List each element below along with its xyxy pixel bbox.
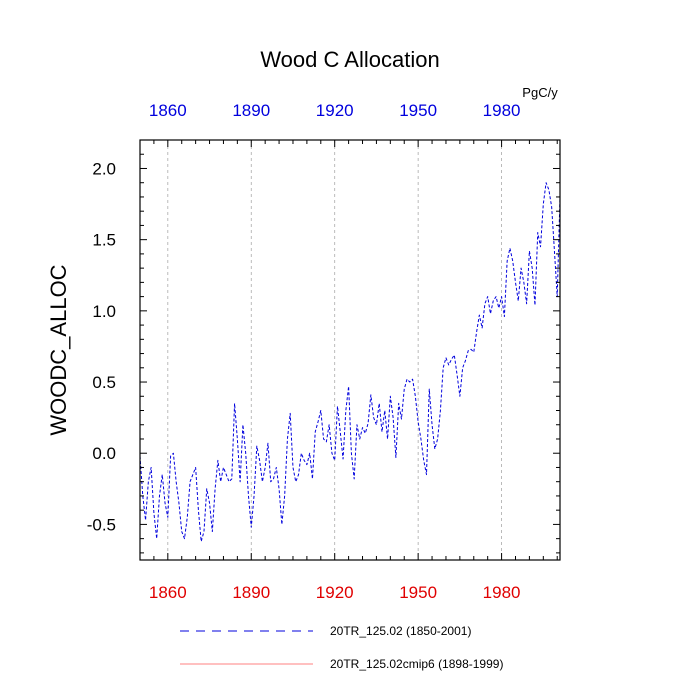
- series-line-1: [139, 182, 561, 542]
- x-tick-label-top: 1950: [399, 101, 437, 120]
- x-tick-label-bottom: 1890: [232, 583, 270, 602]
- plot-frame: [139, 139, 561, 561]
- x-tick-label-top: 1860: [149, 101, 187, 120]
- x-tick-label-bottom: 1950: [399, 583, 437, 602]
- legend-label-2: 20TR_125.02cmip6 (1898-1999): [330, 657, 503, 671]
- x-tick-label-bottom: 1980: [483, 583, 521, 602]
- tick-layer: 1860 1860 1890 1890 1920 1920 1950 1950 1980 1980…: [87, 101, 560, 602]
- x-tick-label-bottom: 1860: [149, 583, 187, 602]
- y-tick-label: 1.0: [92, 302, 116, 321]
- legend-label-1: 20TR_125.02 (1850-2001): [330, 624, 471, 638]
- chart-title: Wood C Allocation: [260, 47, 439, 72]
- x-tick-label-top: 1980: [483, 101, 521, 120]
- y-tick-label: 0.0: [92, 444, 116, 463]
- y-axis-label: WOODC_ALLOC: [46, 264, 71, 435]
- series-layer: [139, 182, 561, 542]
- x-tick-label-top: 1920: [316, 101, 354, 120]
- units-label: PgC/y: [522, 85, 558, 100]
- x-tick-label-bottom: 1920: [316, 583, 354, 602]
- y-tick-label: 0.5: [92, 373, 116, 392]
- y-tick-label: -0.5: [87, 515, 116, 534]
- y-tick-label: 2.0: [92, 159, 116, 178]
- y-tick-label: 1.5: [92, 231, 116, 250]
- grid-layer: [167, 140, 502, 560]
- x-tick-label-top: 1890: [232, 101, 270, 120]
- legend: 20TR_125.02 (1850-2001) 20TR_125.02cmip6…: [180, 624, 503, 671]
